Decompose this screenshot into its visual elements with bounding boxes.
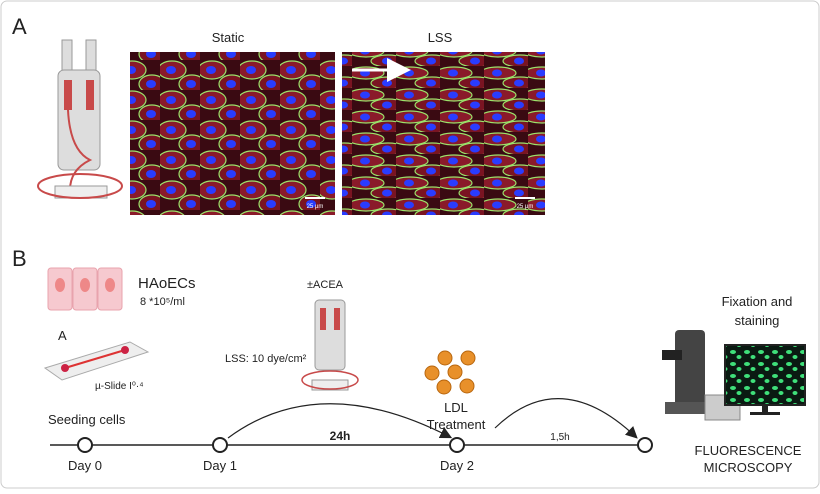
image-title: Static (212, 30, 245, 45)
fixation-label: Fixation and (722, 294, 793, 309)
timepoints (77, 437, 653, 453)
day-label: Day 1 (203, 458, 237, 473)
microscopy-label: MICROSCOPY (704, 460, 793, 475)
cell-density: 8 *10⁵/ml (140, 296, 185, 308)
scale-bar-label: 25 µm (307, 204, 324, 210)
day-label: Day 0 (68, 458, 102, 473)
cell-name: HAoECs (138, 275, 196, 292)
interval-label: 1,5h (550, 432, 569, 443)
wells (47, 267, 123, 311)
slide (43, 341, 150, 381)
ldl-particles (424, 350, 476, 395)
microscopy-label: FLUORESCENCE (695, 443, 802, 458)
scale-bar-label: 25 µm (517, 204, 534, 210)
microscope (662, 330, 806, 421)
panel-label: B (12, 246, 27, 271)
slide-name: µ-Slide I⁰·⁴ (95, 381, 144, 392)
day-label: Day 2 (440, 458, 474, 473)
treatment: ±ACEA (307, 279, 344, 291)
ldl-label: LDL (444, 400, 468, 415)
image-title: LSS (428, 30, 453, 45)
panel-label: A (12, 14, 27, 39)
flow-apparatus (37, 39, 123, 199)
seeding-label: Seeding cells (48, 412, 126, 427)
flow-apparatus-small (301, 299, 359, 391)
fixation-label: staining (735, 313, 780, 328)
interval-arrow (494, 398, 638, 439)
interval-arrow (227, 403, 453, 439)
shear-stress: LSS: 10 dye/cm² (225, 353, 307, 365)
micrograph-static (130, 52, 335, 215)
slide-label: A (58, 328, 67, 343)
micrograph-lss (342, 52, 545, 215)
interval-label: 24h (330, 429, 351, 443)
